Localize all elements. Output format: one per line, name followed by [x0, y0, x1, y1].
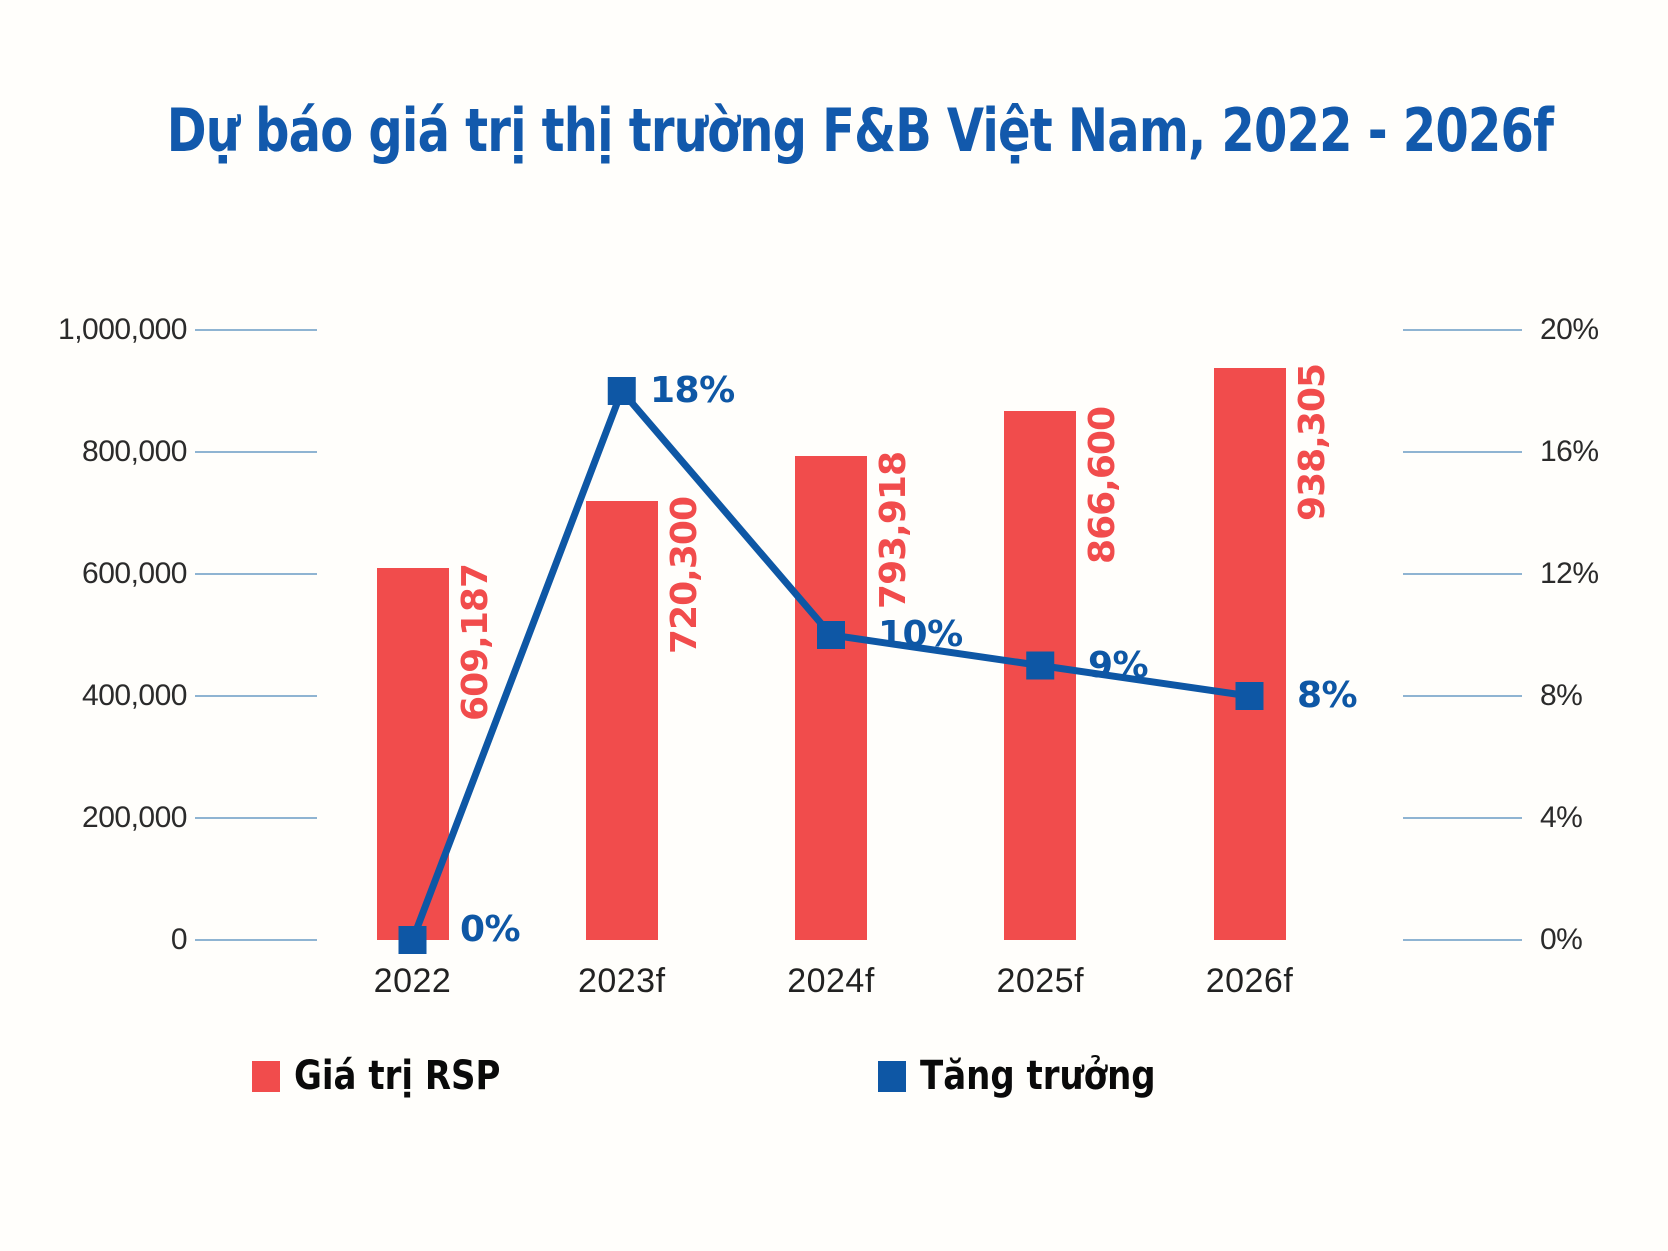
line-marker-icon: [607, 377, 636, 405]
legend-label-tang-truong: Tăng trưởng: [920, 1053, 1156, 1099]
bar: [795, 455, 867, 940]
y-axis-label-left: 200,000: [82, 801, 187, 834]
y-axis-label-right: 16%: [1540, 435, 1599, 468]
growth-value-label: 8%: [1297, 675, 1358, 716]
bar: [1004, 411, 1077, 940]
y-axis-label-right: 20%: [1540, 313, 1599, 346]
bar-series-swatch-icon: [252, 1060, 280, 1092]
grid-tick-left: [195, 329, 317, 331]
grid-tick-right: [1403, 451, 1522, 453]
growth-value-label: 0%: [460, 909, 521, 950]
x-axis-label: 2024f: [787, 962, 875, 1000]
y-axis-label-right: 12%: [1540, 557, 1599, 590]
y-axis-label-left: 800,000: [82, 435, 187, 468]
grid-tick-right: [1403, 817, 1522, 819]
grid-tick-left: [195, 817, 317, 819]
bar-value-label: 609,187: [454, 564, 496, 722]
y-axis-label-right: 0%: [1540, 923, 1583, 956]
y-axis-label-left: 1,000,000: [58, 313, 187, 346]
growth-value-label: 9%: [1088, 644, 1149, 686]
growth-value-label: 10%: [878, 614, 963, 655]
grid-tick-right: [1403, 329, 1522, 331]
y-axis-label-left: 400,000: [82, 679, 187, 712]
y-axis-label-right: 8%: [1540, 679, 1583, 712]
bar: [585, 500, 658, 940]
legend: Giá trị RSP Tăng trưởng: [0, 1056, 1668, 1096]
grid-tick-right: [1403, 573, 1522, 575]
line-series-swatch-icon: [878, 1060, 906, 1092]
y-axis-label-left: 600,000: [82, 557, 187, 590]
grid-tick-right: [1403, 939, 1522, 941]
grid-tick-left: [195, 695, 317, 697]
grid-tick-right: [1403, 695, 1522, 697]
legend-item-gia-tri-rsp: Giá trị RSP: [252, 1056, 537, 1096]
y-axis-label-right: 4%: [1540, 801, 1583, 834]
bar: [376, 568, 449, 940]
bar-value-label: 720,300: [663, 496, 705, 654]
chart-title: Dự báo giá trị thị trường F&B Việt Nam, …: [166, 96, 1554, 166]
bar-value-label: 793,918: [873, 451, 914, 609]
legend-label-gia-tri-rsp: Giá trị RSP: [294, 1053, 501, 1099]
legend-item-tang-truong: Tăng trưởng: [878, 1056, 1197, 1096]
growth-value-label: 18%: [650, 370, 735, 411]
bar: [1213, 367, 1286, 940]
grid-tick-left: [195, 939, 317, 941]
x-axis-label: 2026f: [1205, 962, 1294, 1000]
x-axis-label: 2022: [373, 962, 452, 1000]
bar-value-label: 866,600: [1082, 407, 1124, 565]
bar-value-label: 938,305: [1291, 363, 1333, 521]
x-axis-label: 2025f: [996, 962, 1085, 1000]
y-axis-label-left: 0: [170, 923, 188, 956]
grid-tick-left: [195, 451, 317, 453]
grid-tick-left: [195, 573, 317, 575]
x-axis-label: 2023f: [577, 962, 666, 1000]
